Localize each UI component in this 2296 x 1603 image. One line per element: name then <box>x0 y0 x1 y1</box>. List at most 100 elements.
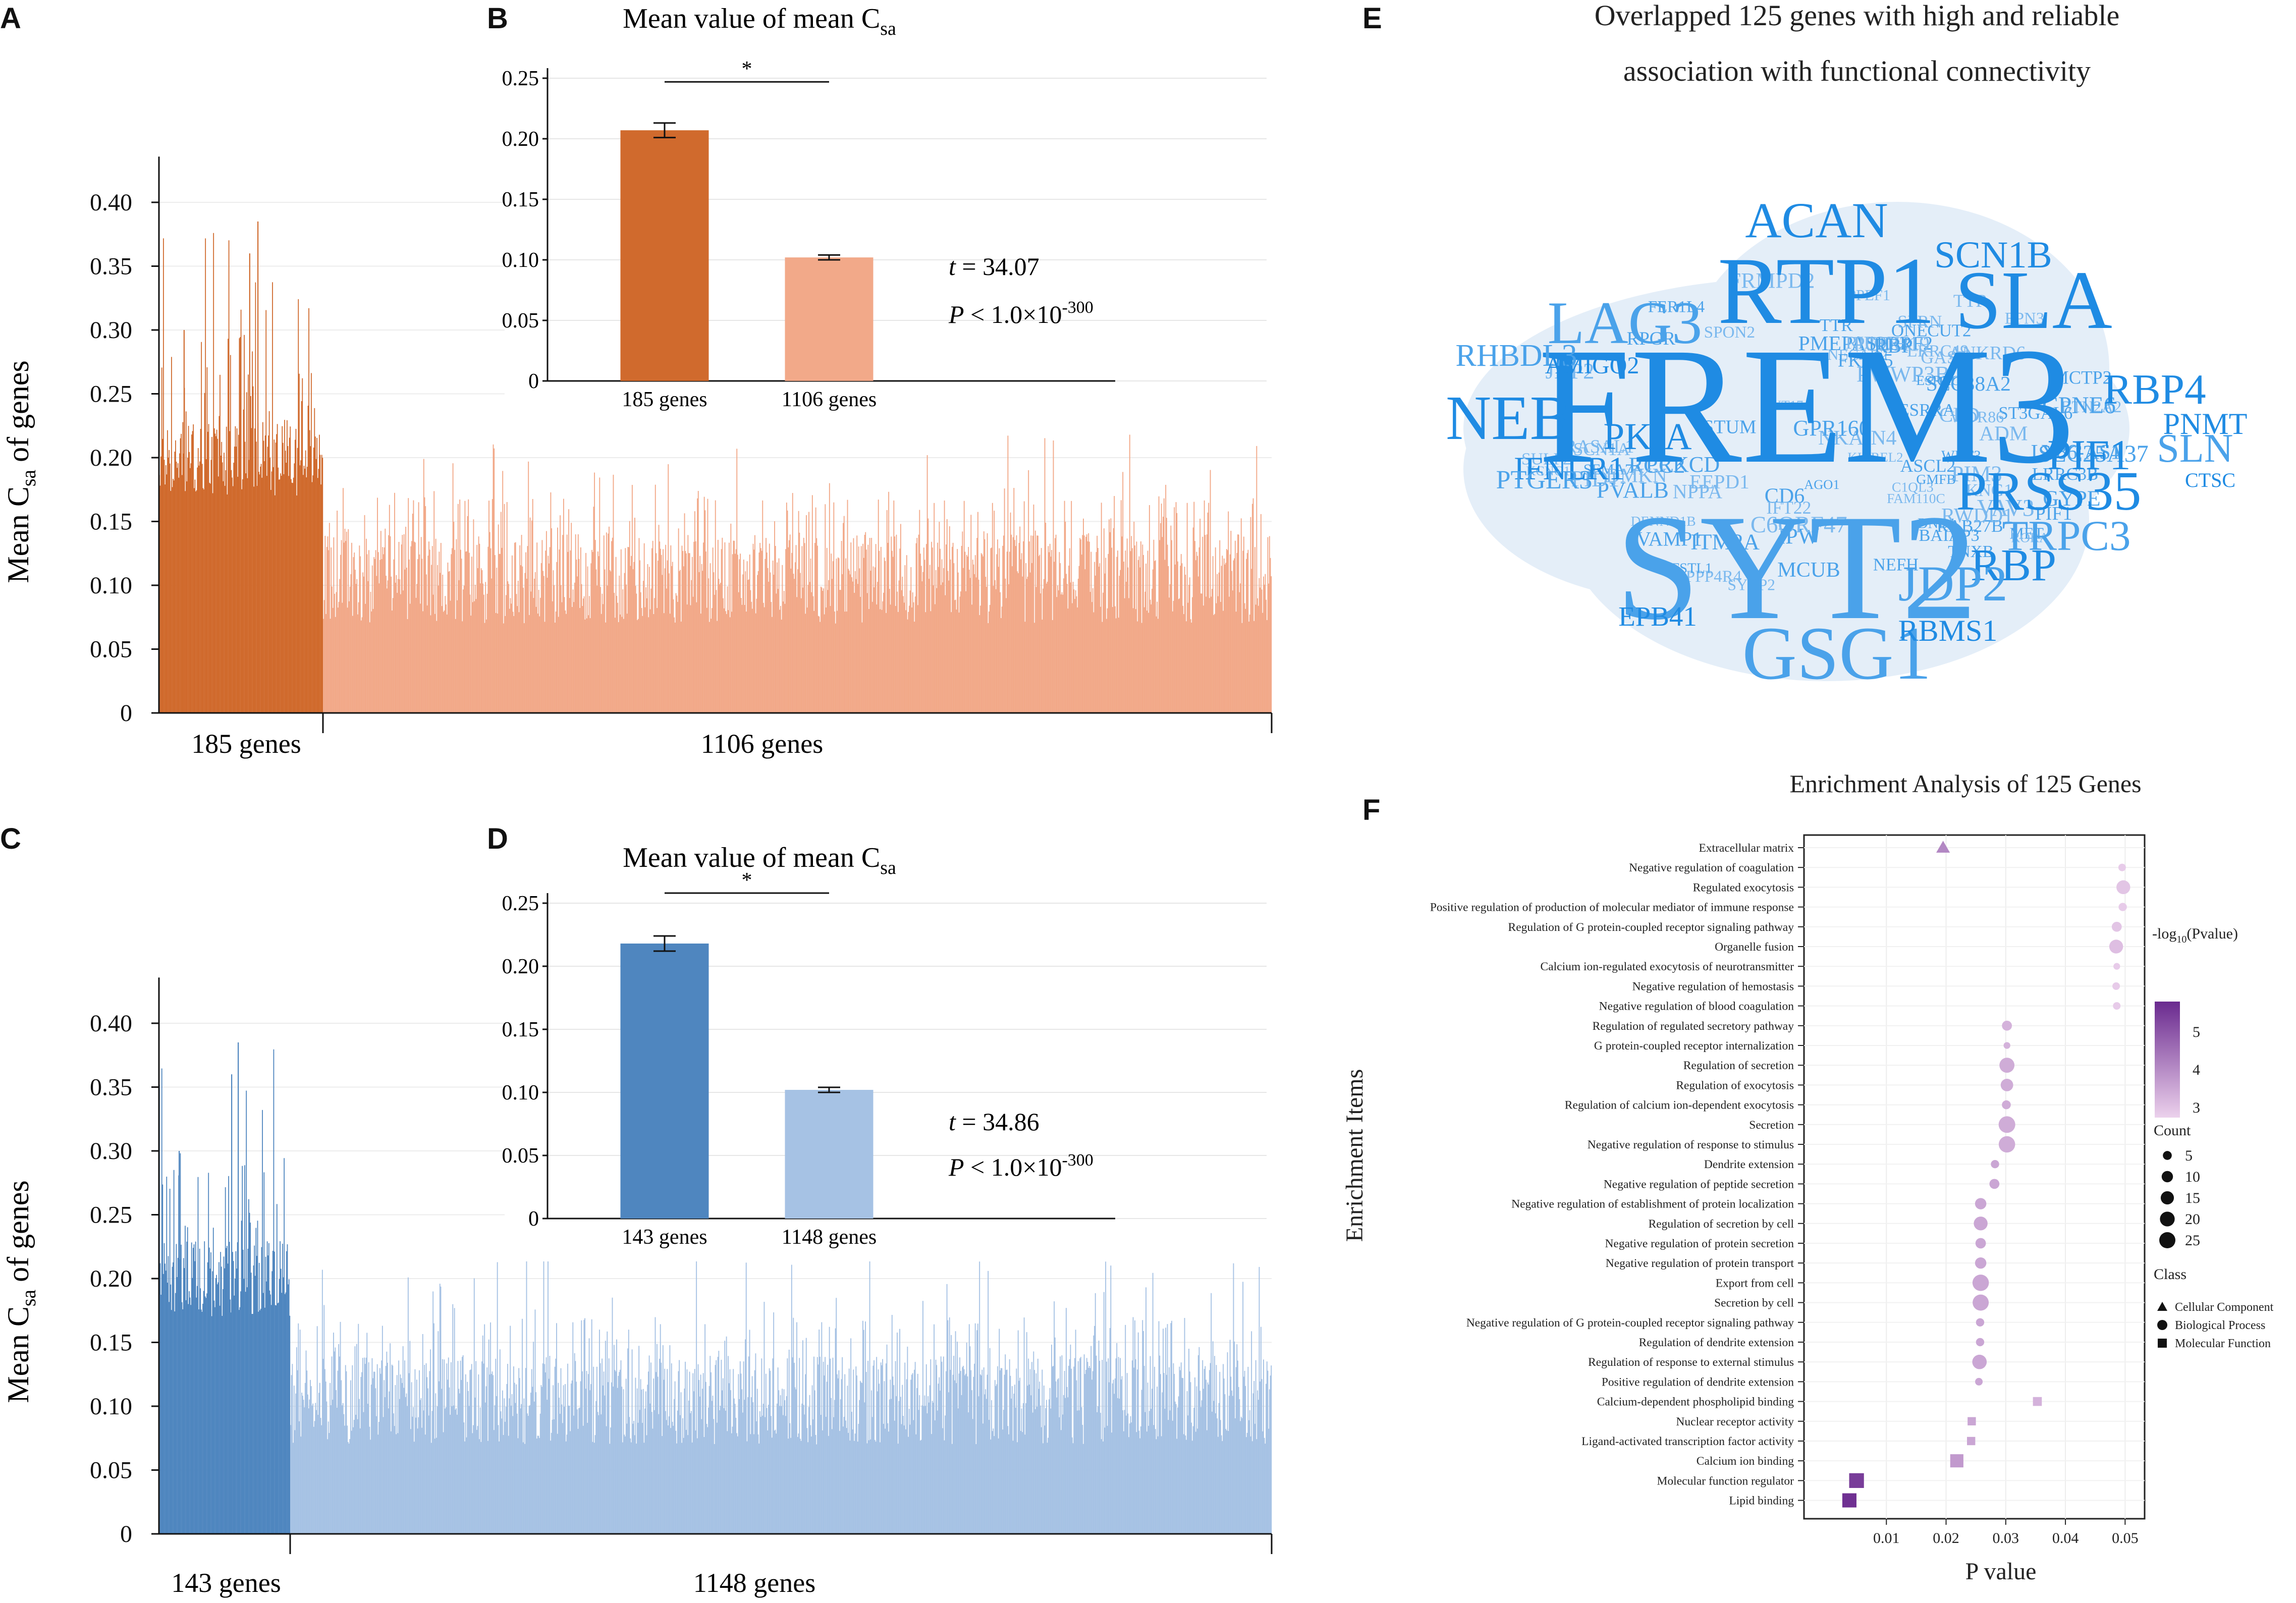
gene-bar-group2 <box>1151 604 1152 713</box>
gene-bar-group2 <box>1070 582 1071 713</box>
gene-bar-group2 <box>1226 548 1227 713</box>
gene-bar-group2 <box>437 565 438 713</box>
cloud-word-small: DMKN <box>1606 465 1667 487</box>
gene-bar-group2 <box>534 578 535 713</box>
gene-bar-group2 <box>751 609 753 713</box>
gene-bar-group2 <box>915 543 917 713</box>
gene-bar-group2 <box>345 541 347 713</box>
gene-bar-group2 <box>1023 541 1024 713</box>
gene-bar-group2 <box>825 1416 827 1534</box>
panel-label-b: B <box>487 2 508 35</box>
gene-bar-group2 <box>898 580 900 713</box>
gene-bar-group2 <box>645 1391 646 1534</box>
cloud-word-small: ASCL2 <box>1900 456 1956 476</box>
gene-bar-group2 <box>616 1339 617 1534</box>
gene-bar-group2 <box>608 1382 609 1534</box>
gene-bar-group2 <box>1093 612 1095 713</box>
gene-bar-group2 <box>924 1395 925 1534</box>
gene-bar-group1 <box>170 1284 172 1534</box>
gene-bar-group2 <box>540 1385 542 1534</box>
gene-bar-group2 <box>381 1360 382 1534</box>
gene-bar-group2 <box>337 511 338 713</box>
gene-bar-group2 <box>631 1349 633 1534</box>
gene-bar-group2 <box>934 503 935 713</box>
gene-bar-group2 <box>1266 1384 1267 1534</box>
gene-bar-group2 <box>751 601 752 713</box>
gene-bar-group2 <box>956 610 957 713</box>
gene-bar-group2 <box>934 1324 935 1534</box>
gene-bar-group2 <box>978 1396 979 1534</box>
gene-bar-group2 <box>1043 1443 1044 1534</box>
gene-bar-group2 <box>517 606 518 713</box>
gene-bar-group2 <box>867 1360 869 1534</box>
gene-bar-group1 <box>285 451 286 713</box>
gene-bar-group2 <box>362 572 364 713</box>
cloud-word-small: WDR86 <box>1950 408 2004 426</box>
gene-bar-group2 <box>616 595 618 713</box>
gene-bar-group1 <box>247 478 248 713</box>
f-point-circle <box>2112 982 2120 990</box>
gene-bar-group1 <box>168 1256 169 1534</box>
gene-bar-group2 <box>639 1410 640 1534</box>
inset-category-label: 143 genes <box>622 1226 707 1249</box>
gene-bar-group2 <box>466 551 467 713</box>
gene-bar-group2 <box>1133 1367 1135 1534</box>
gene-bar-group2 <box>564 597 565 713</box>
gene-bar-group2 <box>1075 1330 1076 1534</box>
gene-bar-group2 <box>1232 590 1233 713</box>
f-term-label: Dendrite extension <box>1704 1158 1794 1171</box>
gene-bar-group2 <box>791 552 793 713</box>
gene-bar-group1 <box>262 1110 263 1534</box>
gene-bar-group2 <box>336 1407 338 1534</box>
gene-bar-group2 <box>677 1410 678 1534</box>
gene-bar-group2 <box>1154 1366 1155 1534</box>
gene-bar-group2 <box>733 1369 734 1534</box>
y-tick-label: 0 <box>120 1521 132 1547</box>
gene-bar-group2 <box>579 1407 580 1534</box>
gene-bar-group1 <box>279 1279 280 1534</box>
gene-bar-group1 <box>190 1305 192 1534</box>
gene-bar-group2 <box>683 566 684 713</box>
gene-bar-group2 <box>1223 1364 1224 1534</box>
gene-bar-group2 <box>491 499 493 713</box>
gene-bar-group1 <box>169 463 171 713</box>
gene-bar-group2 <box>1154 561 1156 713</box>
gene-bar-group2 <box>613 1345 615 1534</box>
gene-bar-group2 <box>636 1443 637 1534</box>
gene-bar-group2 <box>524 1444 526 1534</box>
gene-bar-group2 <box>482 1335 483 1534</box>
gene-bar-group2 <box>398 1360 400 1534</box>
gene-bar-group1 <box>160 1295 161 1534</box>
gene-bar-group2 <box>496 567 498 713</box>
gene-bar-group2 <box>772 1358 774 1534</box>
gene-bar-group2 <box>1039 555 1041 713</box>
gene-bar-group1 <box>167 430 168 713</box>
gene-bar-group2 <box>1051 549 1053 713</box>
gene-bar-group2 <box>909 1424 911 1534</box>
gene-bar-group2 <box>784 1400 786 1534</box>
cloud-word-small: ITM2A <box>1690 529 1760 554</box>
gene-bar-group1 <box>170 490 172 713</box>
gene-bar-group2 <box>690 1411 692 1534</box>
gene-bar-group2 <box>516 594 517 713</box>
gene-bar-group1 <box>217 438 218 713</box>
gene-bar-group2 <box>644 607 646 713</box>
gene-bar-group2 <box>1074 599 1075 713</box>
gene-bar-group2 <box>1019 526 1021 713</box>
gene-bar-group2 <box>367 1404 368 1534</box>
legend-color-title: -log10(Pvalue) <box>2152 925 2238 945</box>
gene-bar-group2 <box>1156 616 1157 713</box>
gene-bar-group2 <box>634 1435 635 1534</box>
gene-bar-group2 <box>922 1301 923 1534</box>
gene-bar-group1 <box>270 1305 272 1534</box>
gene-bar-group2 <box>448 1357 449 1534</box>
gene-bar-group2 <box>442 1359 443 1534</box>
gene-bar-group2 <box>824 614 825 713</box>
gene-bar-group2 <box>775 1429 776 1534</box>
gene-bar-group2 <box>1067 1397 1069 1534</box>
gene-bar-group2 <box>675 1430 677 1534</box>
gene-bar-group2 <box>767 568 769 713</box>
gene-bar-group2 <box>407 619 408 713</box>
gene-bar-group2 <box>1025 563 1027 713</box>
gene-bar-group2 <box>1212 589 1213 713</box>
